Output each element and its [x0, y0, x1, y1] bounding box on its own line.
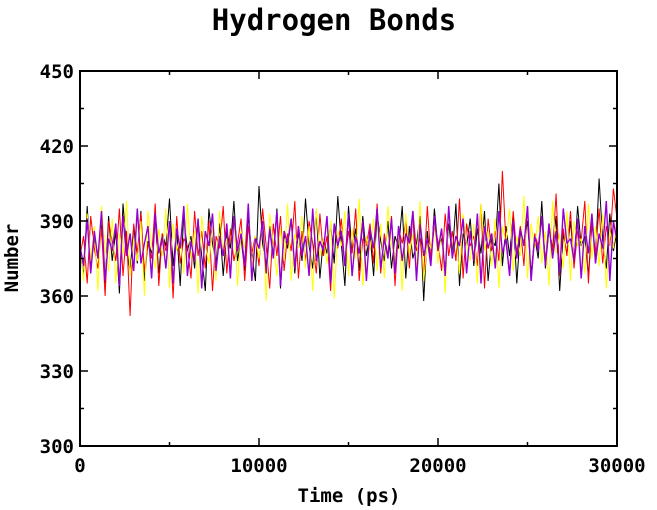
x-tick-label: 0	[74, 455, 85, 477]
y-tick-label: 450	[40, 61, 74, 83]
x-tick-label: 30000	[588, 455, 645, 477]
series-line-4	[79, 200, 618, 289]
x-tick-label: 10000	[230, 455, 287, 477]
chart-title: Hydrogen Bonds	[212, 3, 456, 37]
y-tick-label: 390	[40, 211, 74, 233]
x-axis-label: Time (ps)	[298, 485, 401, 507]
y-tick-label: 330	[40, 361, 74, 383]
series-line-1	[79, 178, 618, 302]
axes-group: 300 330 360 390 420 450 0 10000 20000 30000	[40, 61, 646, 477]
series-line-3	[79, 195, 618, 302]
data-series-group	[79, 170, 618, 317]
y-tick-label: 360	[40, 286, 74, 308]
x-tick-label: 20000	[409, 455, 466, 477]
y-axis-label: Number	[1, 224, 23, 293]
y-tick-label: 300	[40, 436, 74, 458]
y-tick-label: 420	[40, 136, 74, 158]
